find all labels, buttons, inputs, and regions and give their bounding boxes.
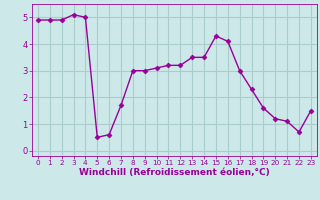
X-axis label: Windchill (Refroidissement éolien,°C): Windchill (Refroidissement éolien,°C) bbox=[79, 168, 270, 177]
